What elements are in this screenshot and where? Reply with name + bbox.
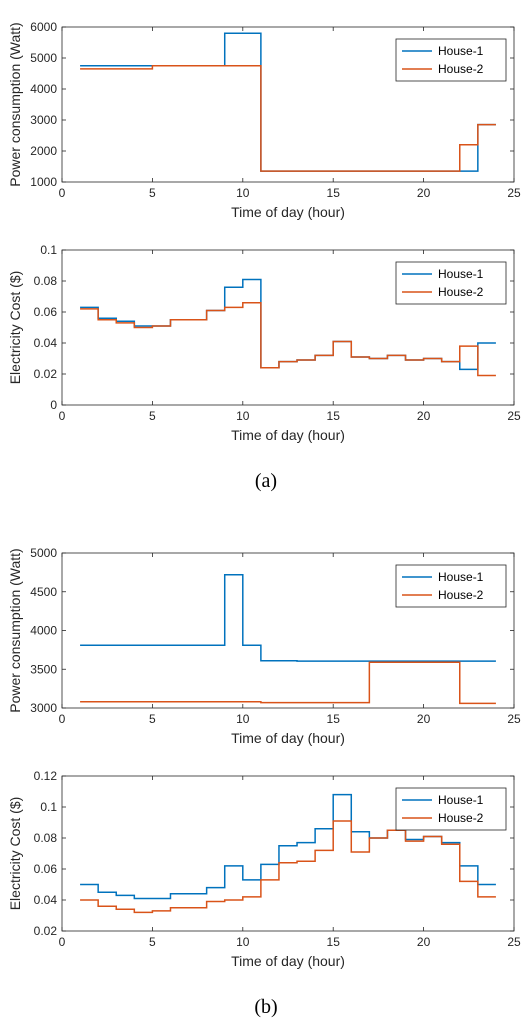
x-tick-label: 20 xyxy=(417,712,431,726)
x-tick-label: 5 xyxy=(149,935,156,949)
legend-box xyxy=(395,787,507,831)
y-tick-label: 5000 xyxy=(30,546,57,560)
y-axis-label: Power consumption (Watt) xyxy=(7,548,23,712)
y-tick-label: 0.08 xyxy=(34,274,58,288)
y-tick-label: 0.06 xyxy=(34,305,58,319)
x-tick-label: 10 xyxy=(236,186,250,200)
y-tick-label: 4000 xyxy=(30,624,57,638)
caption-a: (a) xyxy=(255,470,277,492)
y-tick-label: 0.1 xyxy=(40,800,57,814)
y-tick-label: 6000 xyxy=(30,20,57,34)
legend-box xyxy=(395,564,507,608)
y-tick-label: 0.02 xyxy=(34,924,58,938)
y-tick-label: 0.1 xyxy=(40,243,57,257)
series-line-house-2 xyxy=(80,65,496,172)
legend-label: House-2 xyxy=(438,285,484,299)
y-tick-label: 2000 xyxy=(30,144,57,158)
legend: House-1 House-2 xyxy=(395,787,507,831)
y-tick-label: 0.06 xyxy=(34,862,58,876)
series-line-house-1 xyxy=(80,573,496,662)
x-tick-label: 0 xyxy=(59,409,66,423)
x-tick-label: 25 xyxy=(507,935,521,949)
x-axis-label: Time of day (hour) xyxy=(231,204,345,220)
y-tick-label: 0.08 xyxy=(34,831,58,845)
legend-label: House-1 xyxy=(438,267,484,281)
x-tick-label: 15 xyxy=(327,935,341,949)
x-tick-label: 15 xyxy=(327,409,341,423)
x-tick-label: 10 xyxy=(236,409,250,423)
y-tick-label: 4000 xyxy=(30,82,57,96)
legend-label: House-1 xyxy=(438,793,484,807)
x-tick-label: 20 xyxy=(417,186,431,200)
y-tick-label: 4500 xyxy=(30,585,57,599)
y-tick-label: 0.02 xyxy=(34,367,58,381)
chart-3: 0 5 10 15 20 25 3000 3500 4000 4500 5000 Time of da… xyxy=(7,546,521,746)
y-tick-label: 1000 xyxy=(30,175,57,189)
legend-box xyxy=(395,38,507,82)
x-tick-label: 10 xyxy=(236,935,250,949)
legend-label: House-2 xyxy=(438,811,484,825)
x-axis-label: Time of day (hour) xyxy=(231,427,345,443)
x-axis-label: Time of day (hour) xyxy=(231,730,345,746)
y-tick-label: 0.12 xyxy=(34,769,58,783)
legend: House-1 House-2 xyxy=(395,261,507,305)
x-tick-label: 5 xyxy=(149,409,156,423)
x-tick-label: 25 xyxy=(507,409,521,423)
x-tick-label: 15 xyxy=(327,186,341,200)
series-line-house-2 xyxy=(80,820,496,914)
legend-label: House-2 xyxy=(438,62,484,76)
x-tick-label: 25 xyxy=(507,186,521,200)
x-tick-label: 0 xyxy=(59,712,66,726)
chart-1: 0 5 10 15 20 25 1000 2000 3000 4000 5000 6000 Time o… xyxy=(7,20,521,220)
x-tick-label: 25 xyxy=(507,712,521,726)
x-tick-label: 5 xyxy=(149,712,156,726)
x-tick-label: 15 xyxy=(327,712,341,726)
legend-box xyxy=(395,261,507,305)
x-tick-label: 0 xyxy=(59,935,66,949)
legend-label: House-2 xyxy=(438,588,484,602)
y-tick-label: 0.04 xyxy=(34,336,58,350)
x-tick-label: 5 xyxy=(149,186,156,200)
y-axis-label: Electricity Cost ($) xyxy=(7,271,23,385)
x-axis-label: Time of day (hour) xyxy=(231,953,345,969)
y-axis-label: Electricity Cost ($) xyxy=(7,797,23,911)
y-tick-label: 3000 xyxy=(30,113,57,127)
x-tick-label: 20 xyxy=(417,935,431,949)
x-tick-label: 20 xyxy=(417,409,431,423)
y-tick-label: 0 xyxy=(50,398,57,412)
caption-b: (b) xyxy=(254,996,277,1018)
legend-label: House-1 xyxy=(438,44,484,58)
legend: House-1 House-2 xyxy=(395,564,507,608)
legend-label: House-1 xyxy=(438,570,484,584)
y-tick-label: 3500 xyxy=(30,662,57,676)
x-tick-label: 10 xyxy=(236,712,250,726)
legend: House-1 House-2 xyxy=(395,38,507,82)
chart-4: 0 5 10 15 20 25 0.02 0.04 0.06 0.08 0.1 0.12 Time of… xyxy=(7,769,521,969)
series-line-house-2 xyxy=(80,301,496,377)
series-line-house-2 xyxy=(80,661,496,705)
y-tick-label: 5000 xyxy=(30,51,57,65)
y-tick-label: 0.04 xyxy=(34,893,58,907)
y-tick-label: 3000 xyxy=(30,701,57,715)
x-tick-label: 0 xyxy=(59,186,66,200)
y-axis-label: Power consumption (Watt) xyxy=(7,22,23,186)
chart-2: 0 5 10 15 20 25 0 0.02 0.04 0.06 0.08 0.1 Time of da… xyxy=(7,243,521,443)
